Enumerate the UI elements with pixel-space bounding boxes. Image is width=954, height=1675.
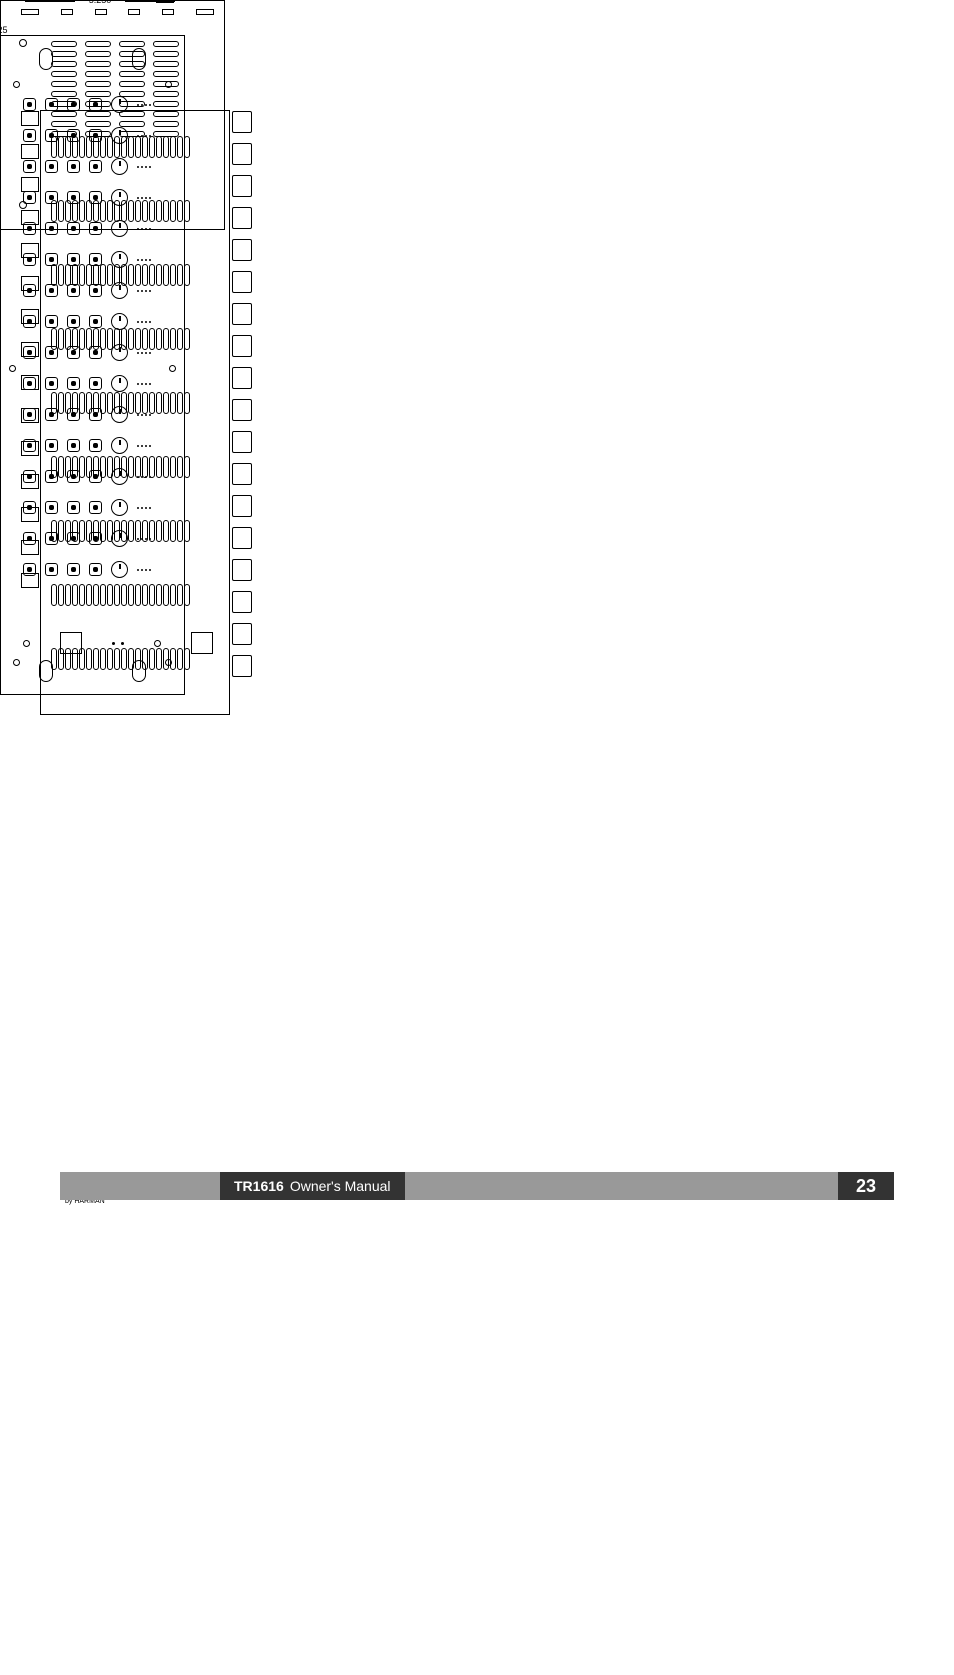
page-number: 23 <box>838 1172 894 1200</box>
rear-panel-drawing: 5.250 19.000 <box>0 975 210 1675</box>
footer-title: TR1616 Owner's Manual <box>220 1172 405 1200</box>
chassis-flange-dimension: 0.125 <box>0 25 8 35</box>
page-footer: TR1616 Owner's Manual 23 <box>60 1172 894 1200</box>
rear-width-dimension: 5.250 <box>30 0 170 5</box>
